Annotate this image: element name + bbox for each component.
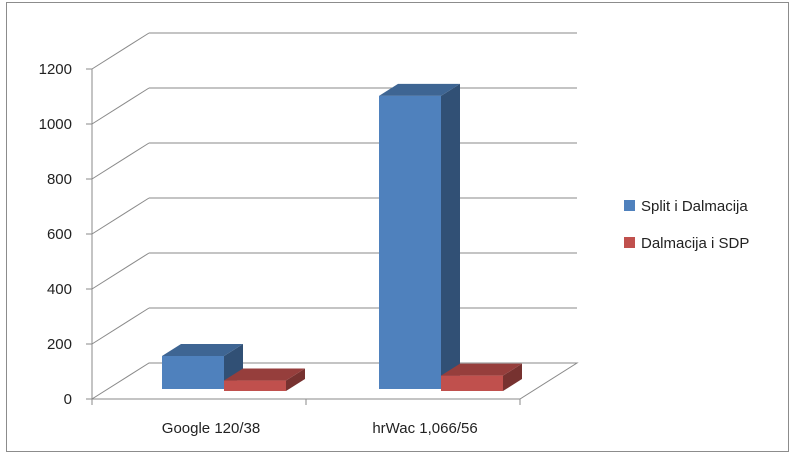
x-category-label: Google 120/38 <box>162 420 260 437</box>
legend-swatch <box>624 237 635 248</box>
chart-floor <box>90 362 579 400</box>
y-tick-label: 0 <box>64 391 72 408</box>
y-tick-label: 400 <box>47 281 72 298</box>
gridline-side <box>91 252 150 290</box>
gridline-side <box>91 32 150 70</box>
bar-side <box>503 363 522 391</box>
gridline-side <box>91 87 150 125</box>
y-tick-label: 800 <box>47 171 72 188</box>
legend-label: Dalmacija i SDP <box>641 235 749 252</box>
bar-1 <box>224 368 305 391</box>
bar-chart: 0 200 400 600 800 1000 1200 Google 120/38 hrWac … <box>39 32 749 437</box>
legend-swatch <box>624 200 635 211</box>
bar-front <box>441 375 503 391</box>
bar-front <box>162 356 224 389</box>
bar-front <box>224 380 286 391</box>
bar-top <box>441 363 522 376</box>
bar-1 <box>441 363 522 391</box>
bar-top <box>379 83 460 96</box>
bar-top <box>162 344 243 356</box>
y-tick-label: 1200 <box>39 61 72 78</box>
y-tick-label: 200 <box>47 336 72 353</box>
bar-side <box>286 368 305 391</box>
bar-front <box>379 95 441 389</box>
gridline-side <box>91 142 150 180</box>
y-tick-label: 1000 <box>39 116 72 133</box>
bar-0 <box>379 83 460 389</box>
bar-top <box>224 368 305 381</box>
x-category-label: hrWac 1,066/56 <box>372 420 477 437</box>
gridline-side <box>91 197 150 235</box>
bar-0 <box>162 344 243 389</box>
legend-label: Split i Dalmacija <box>641 198 748 215</box>
y-tick-label: 600 <box>47 226 72 243</box>
gridline-side <box>91 307 150 345</box>
bar-side <box>441 83 460 389</box>
chart-frame: 0 200 400 600 800 1000 1200 Google 120/38 hrWac … <box>6 2 789 452</box>
